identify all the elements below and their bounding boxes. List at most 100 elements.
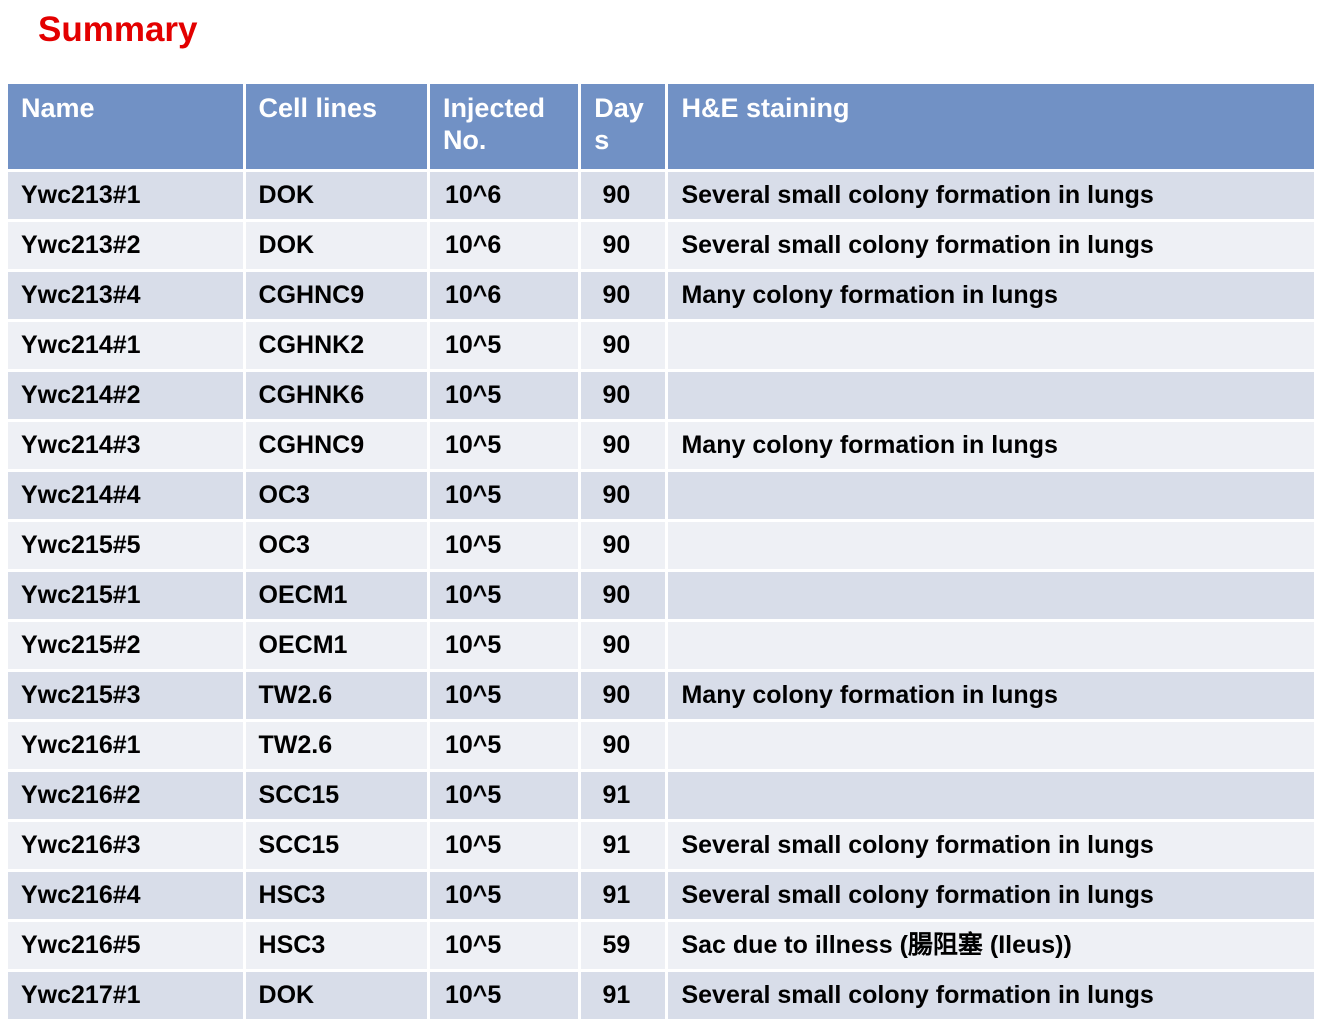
cell-cell_line: OC3 [245,522,427,569]
cell-he_staining [668,472,1314,519]
cell-injected_no: 10^6 [429,272,579,319]
cell-he_staining: Several small colony formation in lungs [668,872,1314,919]
cell-name: Ywc214#1 [8,322,243,369]
cell-injected_no: 10^5 [429,672,579,719]
cell-name: Ywc215#3 [8,672,243,719]
cell-days: 90 [581,472,666,519]
table-row-Ywc214#3: Ywc214#3 CGHNC9 10^5 90 Many colony formatio… [8,422,1314,469]
cell-name: Ywc216#2 [8,772,243,819]
cell-days: 91 [581,872,666,919]
cell-he_staining: Several small colony formation in lungs [668,222,1314,269]
cell-cell_line: CGHNK6 [245,372,427,419]
column-header-name: Name [8,84,243,169]
cell-days: 90 [581,672,666,719]
cell-name: Ywc215#2 [8,622,243,669]
cell-injected_no: 10^5 [429,622,579,669]
table-row-Ywc213#1: Ywc213#1 DOK 10^6 90 Several small colony fo… [8,172,1314,219]
cell-cell_line: CGHNK2 [245,322,427,369]
cell-he_staining: Several small colony formation in lungs [668,172,1314,219]
table-body: Ywc213#1 DOK 10^6 90 Several small colony fo… [8,172,1314,1019]
cell-days: 91 [581,772,666,819]
table-row-Ywc215#3: Ywc215#3 TW2.6 10^5 90 Many colony formation… [8,672,1314,719]
cell-he_staining: Many colony formation in lungs [668,272,1314,319]
cell-cell_line: CGHNC9 [245,272,427,319]
table-row-Ywc214#2: Ywc214#2 CGHNK6 10^5 90 [8,372,1314,419]
cell-injected_no: 10^5 [429,322,579,369]
cell-injected_no: 10^5 [429,922,579,969]
cell-cell_line: HSC3 [245,872,427,919]
cell-days: 90 [581,222,666,269]
table-row-Ywc216#3: Ywc216#3 SCC15 10^5 91 Several small colony … [8,822,1314,869]
cell-he_staining [668,322,1314,369]
table-header: Name Cell lines Injected No. Days H&E staini… [8,84,1314,169]
cell-injected_no: 10^5 [429,372,579,419]
cell-name: Ywc217#1 [8,972,243,1019]
table-header-row: Name Cell lines Injected No. Days H&E staini… [8,84,1314,169]
cell-cell_line: HSC3 [245,922,427,969]
cell-name: Ywc213#1 [8,172,243,219]
cell-cell_line: SCC15 [245,822,427,869]
cell-days: 90 [581,622,666,669]
cell-name: Ywc213#2 [8,222,243,269]
cell-injected_no: 10^5 [429,472,579,519]
cell-days: 90 [581,722,666,769]
cell-days: 90 [581,572,666,619]
cell-injected_no: 10^5 [429,822,579,869]
cell-name: Ywc214#3 [8,422,243,469]
cell-he_staining [668,722,1314,769]
cell-name: Ywc216#5 [8,922,243,969]
cell-he_staining: Many colony formation in lungs [668,672,1314,719]
summary-table: Name Cell lines Injected No. Days H&E staini… [5,81,1317,1022]
cell-he_staining [668,622,1314,669]
table-row-Ywc216#2: Ywc216#2 SCC15 10^5 91 [8,772,1314,819]
table-row-Ywc215#2: Ywc215#2 OECM1 10^5 90 [8,622,1314,669]
table-row-Ywc215#5: Ywc215#5 OC3 10^5 90 [8,522,1314,569]
cell-injected_no: 10^6 [429,222,579,269]
cell-cell_line: SCC15 [245,772,427,819]
cell-days: 91 [581,822,666,869]
table-row-Ywc214#1: Ywc214#1 CGHNK2 10^5 90 [8,322,1314,369]
cell-days: 90 [581,172,666,219]
cell-cell_line: OECM1 [245,572,427,619]
cell-injected_no: 10^6 [429,172,579,219]
table-row-Ywc216#5: Ywc216#5 HSC3 10^5 59 Sac due to illness (腸阻… [8,922,1314,969]
cell-he_staining [668,372,1314,419]
cell-days: 90 [581,272,666,319]
cell-cell_line: TW2.6 [245,672,427,719]
table-row-Ywc213#4: Ywc213#4 CGHNC9 10^6 90 Many colony formatio… [8,272,1314,319]
cell-name: Ywc214#4 [8,472,243,519]
cell-he_staining [668,572,1314,619]
cell-he_staining: Many colony formation in lungs [668,422,1314,469]
cell-injected_no: 10^5 [429,772,579,819]
cell-days: 90 [581,522,666,569]
cell-injected_no: 10^5 [429,722,579,769]
cell-he_staining: Several small colony formation in lungs [668,972,1314,1019]
column-header-days: Days [581,84,666,169]
cell-name: Ywc215#1 [8,572,243,619]
table-row-Ywc215#1: Ywc215#1 OECM1 10^5 90 [8,572,1314,619]
cell-he_staining: Sac due to illness (腸阻塞 (Ileus)) [668,922,1314,969]
table-row-Ywc216#4: Ywc216#4 HSC3 10^5 91 Several small colony f… [8,872,1314,919]
cell-name: Ywc216#4 [8,872,243,919]
cell-name: Ywc214#2 [8,372,243,419]
cell-days: 90 [581,372,666,419]
cell-days: 91 [581,972,666,1019]
cell-he_staining [668,772,1314,819]
cell-name: Ywc215#5 [8,522,243,569]
table-row-Ywc214#4: Ywc214#4 OC3 10^5 90 [8,472,1314,519]
cell-days: 90 [581,322,666,369]
cell-cell_line: CGHNC9 [245,422,427,469]
column-header-cell_line: Cell lines [245,84,427,169]
cell-name: Ywc216#1 [8,722,243,769]
table-row-Ywc217#1: Ywc217#1 DOK 10^5 91 Several small colony fo… [8,972,1314,1019]
table-row-Ywc213#2: Ywc213#2 DOK 10^6 90 Several small colony fo… [8,222,1314,269]
cell-days: 90 [581,422,666,469]
cell-cell_line: OC3 [245,472,427,519]
cell-cell_line: DOK [245,972,427,1019]
cell-injected_no: 10^5 [429,522,579,569]
cell-cell_line: DOK [245,172,427,219]
slide-title: Summary [38,10,198,49]
cell-name: Ywc213#4 [8,272,243,319]
cell-days: 59 [581,922,666,969]
